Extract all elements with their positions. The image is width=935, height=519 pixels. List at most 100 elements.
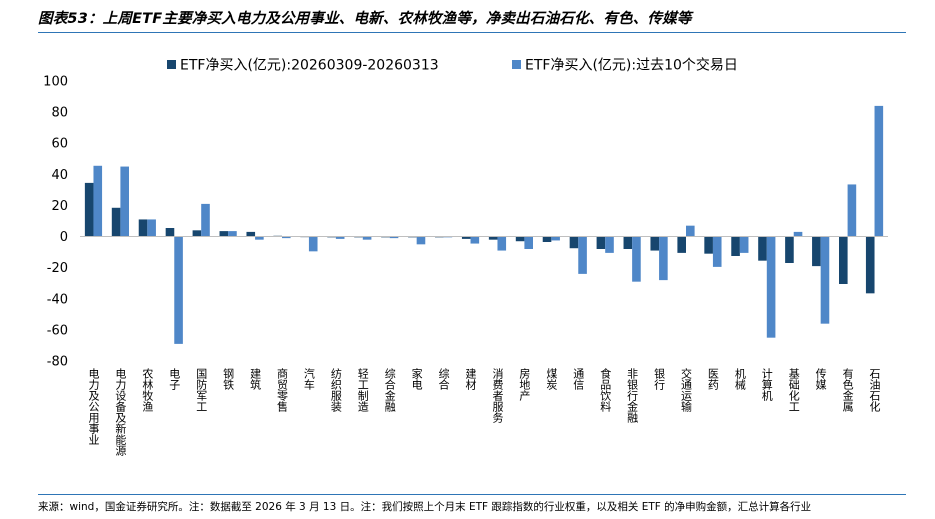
x-category-label: 纺织服装 <box>329 367 342 413</box>
x-axis-labels: 电力及公用事业 电力设备及新能源 农林牧渔 电子 国防军工 钢铁 建筑 商贸零售 汽车 纺织服装 轻… <box>87 367 881 457</box>
bar-1 <box>515 236 525 242</box>
bar-1 <box>731 236 740 256</box>
x-category-label: 钢铁 <box>222 368 235 390</box>
bar-2 <box>174 236 183 344</box>
x-category-label: 银行 <box>653 367 666 391</box>
bar-2 <box>739 236 749 253</box>
bar-2 <box>551 236 560 241</box>
bar-2 <box>874 105 884 237</box>
x-category-label: 建筑 <box>249 367 262 390</box>
bar-2 <box>282 236 291 239</box>
bar-2 <box>524 236 533 249</box>
x-category-label: 国防军工 <box>195 368 208 412</box>
x-category-label: 商贸零售 <box>276 367 289 413</box>
bar-1 <box>461 236 471 239</box>
bar-2 <box>362 236 372 240</box>
bar-2 <box>120 166 129 237</box>
bar-2 <box>308 236 318 252</box>
legend-swatch-1 <box>167 60 176 69</box>
bar-2 <box>255 236 264 240</box>
bar-2 <box>793 231 803 237</box>
bar-2 <box>470 236 480 244</box>
bar-2 <box>201 203 210 237</box>
bar-1 <box>839 236 848 284</box>
bar-1 <box>865 236 875 294</box>
legend-label-1: ETF净买入(亿元):20260309-20260313 <box>180 58 439 74</box>
bars <box>84 105 884 344</box>
legend: ETF净买入(亿元):20260309-20260313 ETF净买入(亿元):过… <box>167 57 738 74</box>
bar-1 <box>650 236 660 251</box>
x-category-label: 石油石化 <box>868 368 881 413</box>
bar-1 <box>758 236 767 261</box>
y-tick-label: 60 <box>51 137 68 152</box>
x-category-label: 电子 <box>168 368 181 390</box>
footer-divider <box>38 494 906 495</box>
bar-1 <box>111 207 121 237</box>
y-tick-label: 0 <box>60 230 68 245</box>
y-tick-label: 20 <box>51 199 68 214</box>
y-tick-label: -20 <box>47 261 68 276</box>
bar-1 <box>677 236 686 253</box>
x-category-label: 基础化工 <box>787 368 800 412</box>
x-category-label: 电力及公用事业 <box>87 368 100 445</box>
x-category-label: 消费者服务 <box>491 367 504 423</box>
y-tick-label: -80 <box>47 355 68 370</box>
x-category-label: 非银行金融 <box>626 368 639 424</box>
x-category-label: 农林牧渔 <box>141 367 154 413</box>
bar-1 <box>84 182 94 237</box>
bar-1 <box>704 236 713 254</box>
bar-2 <box>497 236 507 251</box>
bar-1 <box>219 231 229 237</box>
bar-2 <box>93 165 103 237</box>
bar-2 <box>686 225 695 237</box>
bar-2 <box>659 236 668 281</box>
x-category-label: 交通运输 <box>680 367 693 413</box>
x-category-label: 通信 <box>572 368 585 391</box>
x-category-label: 食品饮料 <box>599 367 612 413</box>
x-category-label: 建材 <box>464 367 477 390</box>
bar-1 <box>542 236 552 242</box>
y-axis: -80 -60 -40 -20 0 20 40 60 80 100 <box>43 75 68 370</box>
y-tick-label: 40 <box>51 168 68 183</box>
bar-2 <box>335 236 345 239</box>
x-category-label: 电力设备及新能源 <box>114 368 127 457</box>
bar-1 <box>192 230 202 237</box>
x-category-label: 医药 <box>706 368 719 391</box>
bar-1 <box>596 236 606 249</box>
bar-2 <box>766 236 776 338</box>
bar-1 <box>246 231 256 237</box>
bar-1 <box>488 236 498 240</box>
y-tick-label: -40 <box>47 292 68 307</box>
x-category-label: 机械 <box>733 367 746 391</box>
legend-swatch-2 <box>512 60 521 69</box>
bar-2 <box>712 236 722 267</box>
bar-2 <box>416 236 426 245</box>
x-category-label: 综合 <box>437 367 450 390</box>
y-tick-label: 100 <box>43 75 68 90</box>
bar-1 <box>165 228 175 237</box>
source-note: 来源：wind，国金证券研究所。注：数据截至 2026 年 3 月 13 日。注… <box>38 501 812 513</box>
x-category-label: 计算机 <box>760 368 773 401</box>
bar-2 <box>389 236 399 239</box>
x-category-label: 汽车 <box>302 367 315 391</box>
bar-1 <box>569 236 579 249</box>
bar-1 <box>623 236 633 249</box>
x-category-label: 有色金属 <box>841 367 854 413</box>
chart-title: 图表53：上周ETF主要净买入电力及公用事业、电新、农林牧渔等，净卖出石油石化、… <box>38 11 692 27</box>
bar-1 <box>138 219 148 237</box>
y-tick-label: 80 <box>51 106 68 121</box>
x-category-label: 煤炭 <box>545 368 558 391</box>
bar-2 <box>847 184 857 237</box>
bar-1 <box>812 236 821 267</box>
x-category-label: 轻工制造 <box>356 367 369 412</box>
bar-2 <box>820 236 830 324</box>
title-divider <box>38 32 906 33</box>
x-category-label: 传媒 <box>814 368 827 391</box>
x-category-label: 房地产 <box>518 368 531 402</box>
x-category-label: 家电 <box>410 367 423 390</box>
bar-2 <box>632 236 641 282</box>
bar-2 <box>578 236 587 274</box>
bar-2 <box>147 219 156 237</box>
y-tick-label: -60 <box>47 323 68 338</box>
